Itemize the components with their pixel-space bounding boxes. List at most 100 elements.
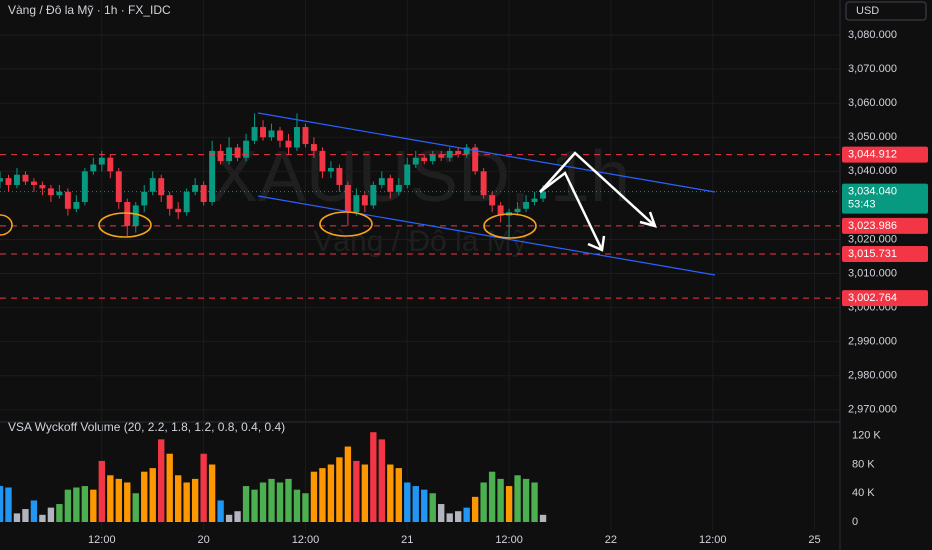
countdown-label: 53:43: [848, 199, 876, 211]
price-line-label: 3,044.912: [848, 149, 897, 161]
volume-bar: [455, 511, 462, 522]
volume-bar: [158, 439, 165, 522]
price-line-tag: [842, 246, 928, 263]
last-price-tag: [842, 183, 928, 214]
candle-body: [226, 147, 233, 162]
candle-body: [260, 127, 266, 138]
channel-lower: [257, 195, 716, 276]
y-tick-label: 3,040.000: [848, 165, 897, 177]
volume-bar: [175, 475, 182, 522]
y-tick-label: 3,050.000: [848, 131, 897, 143]
x-tick-label: 20: [198, 534, 210, 546]
y-tick-label: 3,010.000: [848, 267, 897, 279]
volume-bar: [217, 500, 224, 522]
candle-body: [353, 195, 360, 213]
currency-label[interactable]: USD: [856, 5, 879, 17]
candle-body: [56, 191, 63, 196]
candle-body: [115, 171, 122, 202]
volume-bar: [107, 475, 114, 522]
volume-bar: [310, 471, 318, 522]
x-tick-label: 12:00: [699, 534, 727, 546]
candle-body: [175, 208, 182, 213]
candle-body: [98, 157, 105, 165]
volume-bar: [497, 478, 504, 522]
candle-body: [285, 140, 292, 148]
candle-body: [361, 195, 368, 206]
price-line-tag: [842, 146, 928, 163]
candle-body: [107, 157, 114, 172]
volume-bar: [438, 504, 445, 522]
chart-title: Vàng / Đô la Mỹ · 1h · FX_IDC: [8, 3, 171, 17]
candle-body: [378, 178, 385, 185]
candle-body: [141, 191, 148, 206]
candle-body: [327, 167, 334, 172]
y-tick-label: 3,080.000: [848, 29, 897, 41]
candle-body: [531, 198, 538, 202]
candle-body: [489, 195, 496, 206]
volume-bar: [327, 464, 335, 522]
volume-bar: [149, 468, 156, 522]
candle-body: [192, 184, 199, 192]
volume-bar: [429, 493, 436, 522]
x-tick-label: 25: [808, 534, 820, 546]
candle-body: [446, 150, 453, 158]
candle-body: [310, 144, 317, 151]
volume-bar: [336, 457, 343, 522]
candle-body: [421, 157, 428, 162]
candle-body: [73, 201, 80, 209]
volume-bar: [22, 509, 29, 522]
y-tick-label: 3,070.000: [848, 63, 897, 75]
candle-body: [463, 147, 470, 155]
volume-bar: [64, 489, 72, 522]
volume-bar: [166, 453, 173, 522]
candle-body: [209, 150, 216, 202]
volume-bar: [13, 513, 21, 522]
volume-bar: [124, 482, 131, 522]
candle-body: [90, 164, 97, 172]
candle-body: [243, 140, 250, 158]
volume-bar: [446, 513, 453, 522]
candle-body: [302, 127, 309, 145]
volume-bar: [514, 475, 521, 522]
volume-bar: [531, 482, 538, 522]
channel-upper: [257, 112, 716, 193]
volume-bar: [191, 478, 199, 522]
currency-button[interactable]: [845, 1, 927, 21]
volume-bar: [234, 511, 241, 522]
candle-body: [268, 130, 275, 138]
price-line-label: 3,023.986: [848, 220, 897, 232]
candle-body: [497, 205, 504, 216]
volume-bar: [259, 482, 267, 522]
x-tick-label: 12:00: [495, 534, 523, 546]
volume-bar: [276, 482, 284, 522]
volume-bar: [30, 500, 38, 522]
candle-body: [234, 147, 241, 158]
last-price-label: 3,034.040: [848, 186, 897, 198]
y-tick-label: 2,980.000: [848, 370, 897, 382]
candle-body: [14, 174, 20, 185]
volume-bar: [141, 471, 148, 522]
candle-body: [336, 167, 343, 185]
volume-bar: [81, 486, 89, 522]
volume-bar: [98, 460, 105, 522]
volume-bar: [404, 482, 411, 522]
volume-bar: [344, 446, 352, 522]
volume-bar: [39, 514, 46, 522]
candle-body: [217, 150, 224, 162]
volume-bar: [251, 489, 258, 522]
candle-body: [30, 181, 37, 185]
volume-bar: [480, 482, 487, 522]
x-tick-label: 21: [401, 534, 413, 546]
candle-body: [472, 147, 479, 172]
y-tick-label: 40 K: [852, 487, 875, 499]
volume-bar: [90, 489, 97, 522]
volume-bar: [285, 478, 292, 522]
volume-bar: [463, 507, 470, 522]
candle-body: [22, 174, 29, 182]
volume-bar: [421, 489, 428, 522]
candle-body: [404, 164, 411, 185]
volume-bar: [395, 468, 402, 522]
volume-bar: [208, 464, 216, 522]
volume-bar: [242, 486, 250, 522]
volume-bar: [505, 486, 513, 522]
